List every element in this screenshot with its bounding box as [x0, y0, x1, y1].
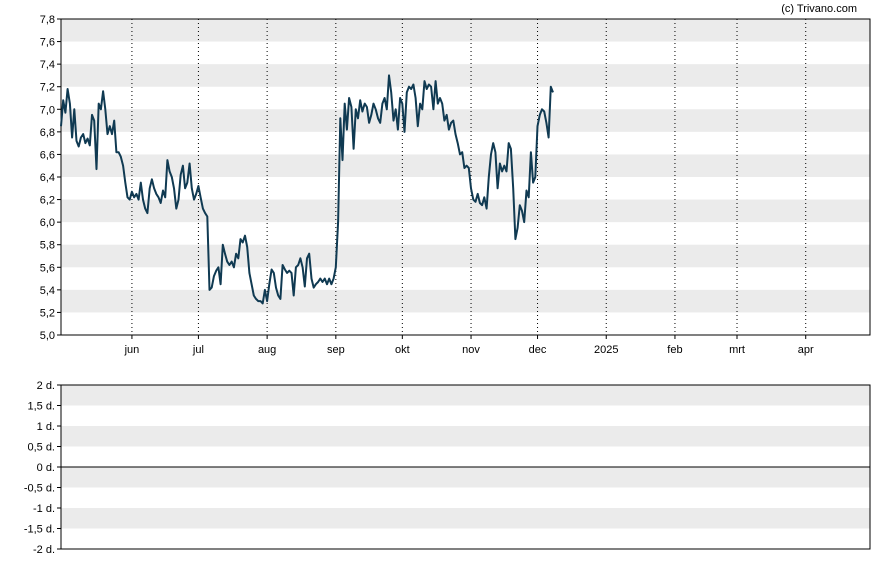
- y-tick-label: 7,4: [40, 59, 55, 71]
- series-line: [60, 74, 554, 305]
- grid-band: [61, 426, 870, 447]
- y-tick-label: 5,2: [40, 307, 55, 319]
- grid-band: [61, 467, 870, 488]
- y-tick-label: 1,5 d.: [27, 401, 55, 413]
- y-tick-label: 5,6: [40, 262, 55, 274]
- x-tick-label: aug: [258, 344, 276, 356]
- y-tick-label: 7,8: [40, 14, 55, 26]
- dividend-chart: -2 d. -1,5 d. -1 d. -0,5 d. 0 d. 0,5 d. 1 d. 1,…: [24, 380, 871, 556]
- credit-text: (c) Trivano.com: [781, 3, 857, 15]
- y-tick-label: 0,5 d.: [27, 442, 55, 454]
- plot-frame: [60, 384, 871, 550]
- grid-band: [61, 19, 870, 42]
- y-tick-label: 5,8: [40, 240, 55, 252]
- y-tick-label: 6,4: [40, 172, 55, 184]
- x-tick-label: 2025: [594, 344, 618, 356]
- x-tick-label: nov: [462, 344, 480, 356]
- grid-band: [61, 289, 870, 313]
- grid-band: [61, 199, 870, 223]
- x-tick-label: jun: [124, 344, 140, 356]
- x-tick-label: apr: [798, 344, 814, 356]
- x-tick-label: dec: [529, 344, 547, 356]
- y-tick-label: -1 d.: [33, 503, 55, 515]
- grid-band: [61, 244, 870, 268]
- y-tick-label: 6,6: [40, 149, 55, 161]
- grid-band: [61, 508, 870, 529]
- grid-band: [61, 64, 870, 87]
- y-tick-label: 1 d.: [37, 421, 55, 433]
- y-tick-label: 5,4: [40, 285, 55, 297]
- price-chart: jun jul aug sep okt nov dec 2025 feb mrt apr 5,0 5,2…: [40, 14, 871, 356]
- x-tick-label: jul: [192, 344, 204, 356]
- y-tick-label: 2 d.: [37, 380, 55, 392]
- y-tick-label: 6,0: [40, 217, 55, 229]
- y-tick-label: -1,5 d.: [24, 524, 55, 536]
- x-tick-label: sep: [327, 344, 345, 356]
- y-tick-label: 7,2: [40, 82, 55, 94]
- y-tick-label: 6,2: [40, 195, 55, 207]
- y-tick-label: 0 d.: [37, 462, 55, 474]
- y-tick-label: 5,0: [40, 330, 55, 342]
- y-tick-label: -2 d.: [33, 544, 55, 556]
- grid-band: [61, 385, 870, 406]
- grid-band: [61, 109, 870, 132]
- y-tick-label: 7,0: [40, 104, 55, 116]
- y-tick-label: 7,6: [40, 37, 55, 49]
- x-tick-label: okt: [395, 344, 410, 356]
- y-tick-label: -0,5 d.: [24, 483, 55, 495]
- x-tick-label: mrt: [729, 344, 745, 356]
- x-tick-label: feb: [667, 344, 682, 356]
- plot-frame: [60, 18, 871, 336]
- y-tick-label: 6,8: [40, 127, 55, 139]
